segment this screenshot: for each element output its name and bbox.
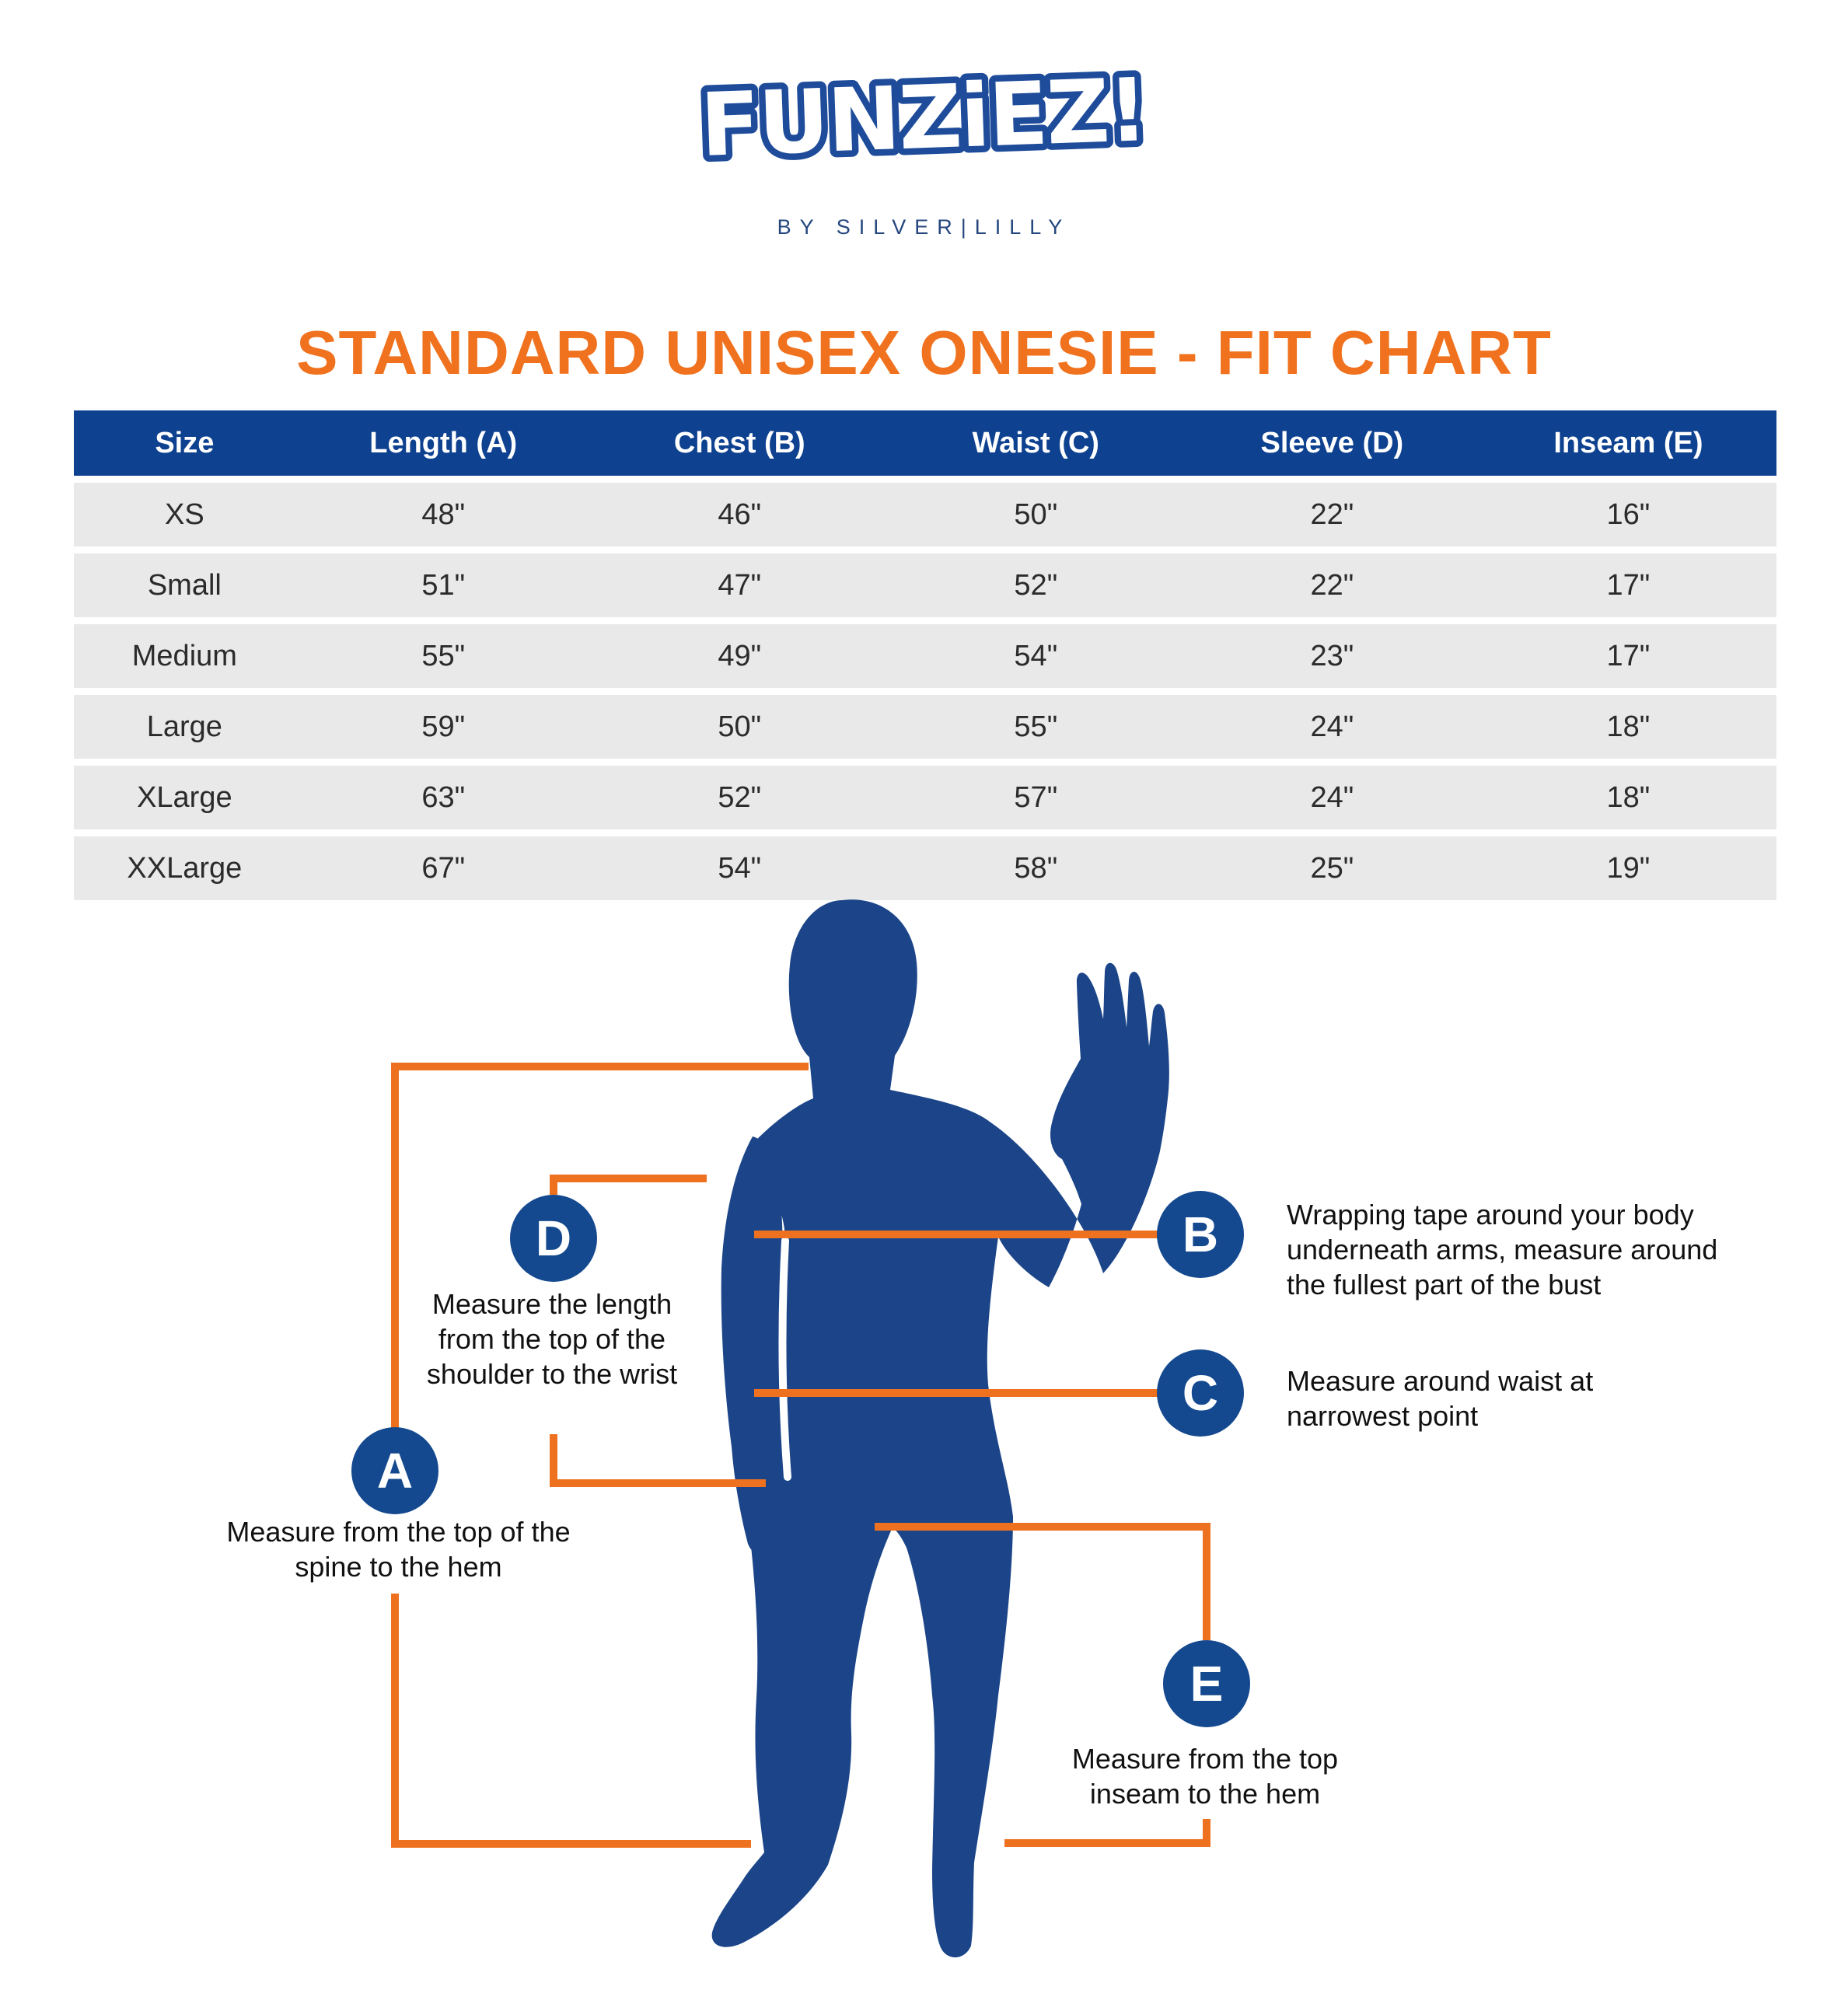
table-cell: 55" [421, 639, 466, 672]
table-cell: 50" [718, 710, 762, 743]
callout-a-description: Measure from the top of the spine to the… [226, 1516, 571, 1583]
table-cell: 49" [718, 639, 762, 672]
page-title: STANDARD UNISEX ONESIE - FIT CHART [296, 318, 1552, 387]
table-cell: 55" [1014, 710, 1058, 743]
callout-d-line [550, 1434, 766, 1487]
size-cell: Medium [131, 639, 237, 672]
table-cell: 24" [1310, 780, 1354, 814]
table-cell: 16" [1606, 498, 1651, 531]
person-silhouette-figure [711, 899, 1169, 1957]
table-cell: 22" [1310, 498, 1354, 531]
size-cell: Small [147, 568, 222, 602]
callout-d-badge: D [510, 1195, 597, 1282]
callout-a-line [391, 1063, 809, 1428]
table-cell: 51" [421, 568, 466, 602]
callout-b-description: Wrapping tape around your body underneat… [1287, 1199, 1718, 1300]
callout-e-line [1004, 1819, 1210, 1847]
column-header-sleeve: Sleeve (D) [1260, 426, 1404, 459]
table-cell: 22" [1310, 568, 1354, 602]
table-cell: 59" [421, 710, 466, 743]
table-cell: 57" [1014, 780, 1058, 814]
table-cell: 18" [1606, 780, 1651, 814]
size-cell: XLarge [137, 780, 232, 814]
size-chart-table: Size Length (A) Chest (B) Waist (C) Slee… [74, 410, 1776, 900]
table-cell: 19" [1606, 851, 1651, 885]
table-row-xlarge: XLarge 63" 52" 57" 24" 18" [74, 766, 1776, 829]
callout-a-line [391, 1594, 751, 1848]
callout-e-letter: E [1190, 1656, 1224, 1712]
callout-b-letter: B [1183, 1206, 1218, 1262]
table-cell: 48" [421, 498, 466, 531]
table-cell: 24" [1310, 710, 1354, 743]
size-cell: XXLarge [127, 851, 243, 885]
callout-c-description: Measure around waist at narrowest point [1287, 1365, 1594, 1432]
table-cell: 17" [1606, 639, 1651, 672]
table-cell: 63" [421, 780, 466, 814]
column-header-length: Length (A) [369, 426, 518, 459]
brand-logo-text: FUNZiEZ! [698, 60, 1148, 176]
table-cell: 50" [1014, 498, 1058, 531]
table-cell: 52" [1014, 568, 1058, 602]
measurement-diagram: A D B C E Measure from the top of the sp… [0, 894, 1848, 1990]
measurement-diagram-art: A D B C E [351, 899, 1250, 1957]
table-cell: 17" [1606, 568, 1651, 602]
column-header-size: Size [155, 426, 215, 459]
brand-logo: FUNZiEZ! BY SILVER|LILLY [0, 14, 1848, 239]
table-cell: 52" [718, 780, 762, 814]
table-row-small: Small 51" 47" 52" 22" 17" [74, 553, 1776, 617]
callout-d-description: Measure the length from the top of the s… [426, 1288, 678, 1390]
table-row-medium: Medium 55" 49" 54" 23" 17" [74, 624, 1776, 688]
callout-d-letter: D [536, 1210, 571, 1266]
callout-c-badge: C [1157, 1349, 1244, 1437]
table-header-row: Size Length (A) Chest (B) Waist (C) Slee… [74, 410, 1776, 476]
table-row-xs: XS 48" 46" 50" 22" 16" [74, 483, 1776, 546]
column-header-waist: Waist (C) [972, 426, 1099, 459]
table-cell: 54" [718, 851, 762, 885]
size-cell: XS [164, 498, 204, 531]
brand-logo-art: FUNZiEZ! [692, 54, 1155, 183]
table-row-xxlarge: XXLarge 67" 54" 58" 25" 19" [74, 836, 1776, 900]
callout-a-letter: A [377, 1443, 413, 1499]
table-cell: 18" [1606, 710, 1651, 743]
table-cell: 46" [718, 498, 762, 531]
callout-d-line [550, 1175, 707, 1195]
column-header-inseam: Inseam (E) [1553, 426, 1703, 459]
table-cell: 47" [718, 568, 762, 602]
callout-e-line [875, 1523, 1210, 1640]
size-cell: Large [146, 710, 222, 743]
table-cell: 58" [1014, 851, 1058, 885]
table-cell: 67" [421, 851, 466, 885]
callout-e-badge: E [1163, 1640, 1250, 1727]
table-cell: 25" [1310, 851, 1354, 885]
table-cell: 54" [1014, 639, 1058, 672]
table-cell: 23" [1310, 639, 1354, 672]
callout-a-badge: A [351, 1427, 438, 1514]
callout-c-letter: C [1183, 1365, 1218, 1421]
table-row-large: Large 59" 50" 55" 24" 18" [74, 695, 1776, 759]
callout-e-description: Measure from the top inseam to the hem [1071, 1743, 1339, 1810]
column-header-chest: Chest (B) [673, 426, 805, 459]
brand-byline: BY SILVER|LILLY [777, 215, 1071, 239]
callout-b-badge: B [1157, 1191, 1244, 1278]
